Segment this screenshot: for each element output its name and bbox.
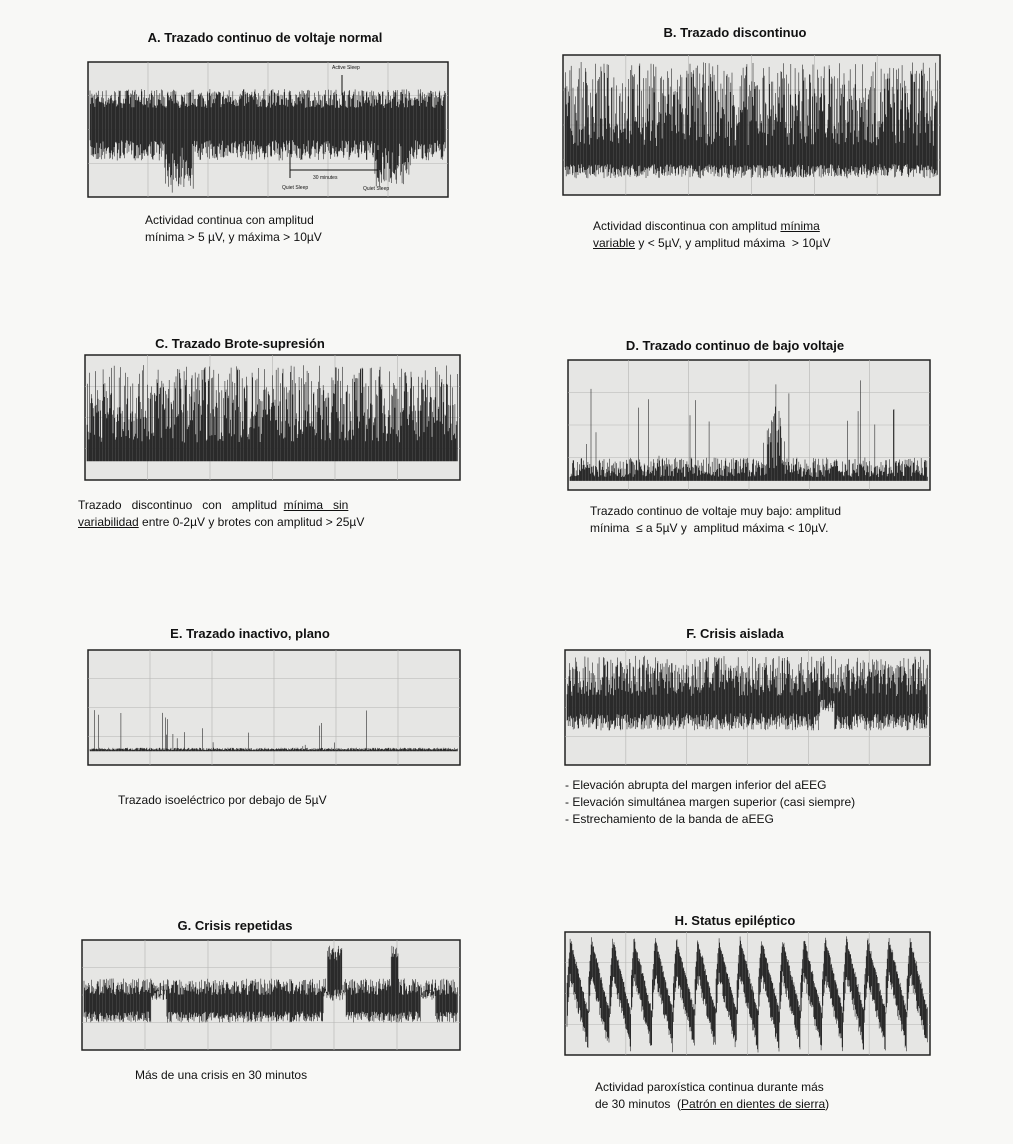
panel-title: A. Trazado continuo de voltaje normal bbox=[148, 30, 383, 45]
caption-underlined: mínima bbox=[780, 219, 819, 233]
caption-text: - Elevación abrupta del margen inferior … bbox=[565, 778, 826, 792]
page: A. Trazado continuo de voltaje normal Act… bbox=[0, 0, 1013, 1144]
caption-text: y < 5µV, y amplitud máxima > 10µV bbox=[635, 236, 830, 250]
panel-caption: Trazado isoeléctrico por debajo de 5µV bbox=[118, 792, 327, 809]
caption-text: Actividad discontinua con amplitud bbox=[593, 219, 780, 233]
panel-caption: Trazado discontinuo con amplitud mínima … bbox=[78, 497, 364, 531]
panel-title: H. Status epiléptico bbox=[675, 913, 796, 928]
caption-underlined: mínima sin bbox=[284, 498, 349, 512]
caption-text: mínima ≤ a 5µV y amplitud máxima < 10µV. bbox=[590, 521, 828, 535]
caption-text: entre 0-2µV y brotes con amplitud > 25µV bbox=[139, 515, 365, 529]
caption-text: Actividad paroxística continua durante m… bbox=[595, 1080, 824, 1094]
panel-title: D. Trazado continuo de bajo voltaje bbox=[626, 338, 844, 353]
caption-line: mínima ≤ a 5µV y amplitud máxima < 10µV. bbox=[590, 520, 841, 537]
caption-line: - Elevación abrupta del margen inferior … bbox=[565, 777, 855, 794]
caption-line: Actividad discontinua con amplitud mínim… bbox=[593, 218, 831, 235]
panel-title: B. Trazado discontinuo bbox=[663, 25, 806, 40]
panel-caption: Actividad paroxística continua durante m… bbox=[595, 1079, 829, 1113]
panel-caption: - Elevación abrupta del margen inferior … bbox=[565, 777, 855, 828]
caption-line: - Elevación simultánea margen superior (… bbox=[565, 794, 855, 811]
trace-label: 30 minutes bbox=[313, 175, 337, 181]
caption-text: Más de una crisis en 30 minutos bbox=[135, 1068, 307, 1082]
caption-text: Actividad continua con amplitud bbox=[145, 213, 314, 227]
panel-caption: Más de una crisis en 30 minutos bbox=[135, 1067, 307, 1084]
caption-line: Trazado isoeléctrico por debajo de 5µV bbox=[118, 792, 327, 809]
panel-title: F. Crisis aislada bbox=[686, 626, 784, 641]
caption-text: mínima > 5 µV, y máxima > 10µV bbox=[145, 230, 322, 244]
caption-line: de 30 minutos (Patrón en dientes de sier… bbox=[595, 1096, 829, 1113]
caption-underlined: variable bbox=[593, 236, 635, 250]
caption-line: Trazado continuo de voltaje muy bajo: am… bbox=[590, 503, 841, 520]
caption-text: Trazado discontinuo con amplitud bbox=[78, 498, 284, 512]
caption-text: de 30 minutos ( bbox=[595, 1097, 681, 1111]
caption-line: variable y < 5µV, y amplitud máxima > 10… bbox=[593, 235, 831, 252]
traces bbox=[0, 0, 1013, 1144]
panel-title: E. Trazado inactivo, plano bbox=[170, 626, 330, 641]
caption-text: - Elevación simultánea margen superior (… bbox=[565, 795, 855, 809]
trace-label: Active Sleep bbox=[332, 65, 360, 71]
caption-underlined: Patrón en dientes de sierra bbox=[681, 1097, 825, 1111]
caption-line: Actividad paroxística continua durante m… bbox=[595, 1079, 829, 1096]
caption-text: ) bbox=[825, 1097, 829, 1111]
trace-label: Quiet Sleep bbox=[363, 186, 389, 192]
caption-line: mínima > 5 µV, y máxima > 10µV bbox=[145, 229, 322, 246]
trace-label: Quiet Sleep bbox=[282, 185, 308, 191]
caption-line: Trazado discontinuo con amplitud mínima … bbox=[78, 497, 364, 514]
caption-line: Actividad continua con amplitud bbox=[145, 212, 322, 229]
eeg-trace bbox=[87, 365, 457, 461]
caption-line: variabilidad entre 0-2µV y brotes con am… bbox=[78, 514, 364, 531]
caption-text: - Estrechamiento de la banda de aEEG bbox=[565, 812, 774, 826]
caption-underlined: variabilidad bbox=[78, 515, 139, 529]
caption-text: Trazado isoeléctrico por debajo de 5µV bbox=[118, 793, 327, 807]
panel-caption: Trazado continuo de voltaje muy bajo: am… bbox=[590, 503, 841, 537]
panel-title: G. Crisis repetidas bbox=[178, 918, 293, 933]
panel-title: C. Trazado Brote-supresión bbox=[155, 336, 325, 351]
caption-line: - Estrechamiento de la banda de aEEG bbox=[565, 811, 855, 828]
caption-line: Más de una crisis en 30 minutos bbox=[135, 1067, 307, 1084]
panel-caption: Actividad discontinua con amplitud mínim… bbox=[593, 218, 831, 252]
caption-text: Trazado continuo de voltaje muy bajo: am… bbox=[590, 504, 841, 518]
panel-caption: Actividad continua con amplitud mínima > … bbox=[145, 212, 322, 246]
